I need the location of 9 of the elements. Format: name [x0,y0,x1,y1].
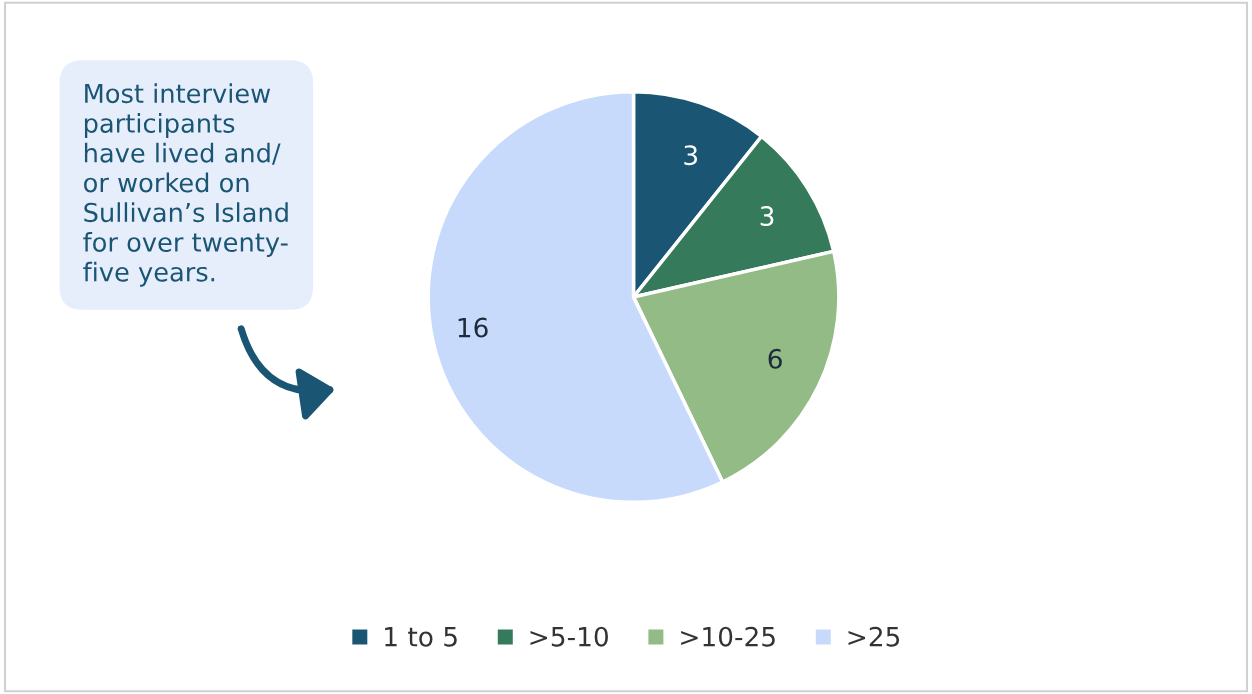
data-label: 3 [684,145,698,166]
text: Most interview participants have lived and/ or worked on Sullivan’s Island for over twenty- five years. [83,83,288,287]
legend-label: 1 to 5 [385,627,457,647]
data-label: 16 [458,317,488,338]
legend-label: >25 [848,626,900,647]
legend-label: >5-10 [530,626,608,647]
data-label: 6 [768,348,782,369]
legend-label: >10-25 [681,626,775,647]
data-label: 3 [760,206,774,227]
